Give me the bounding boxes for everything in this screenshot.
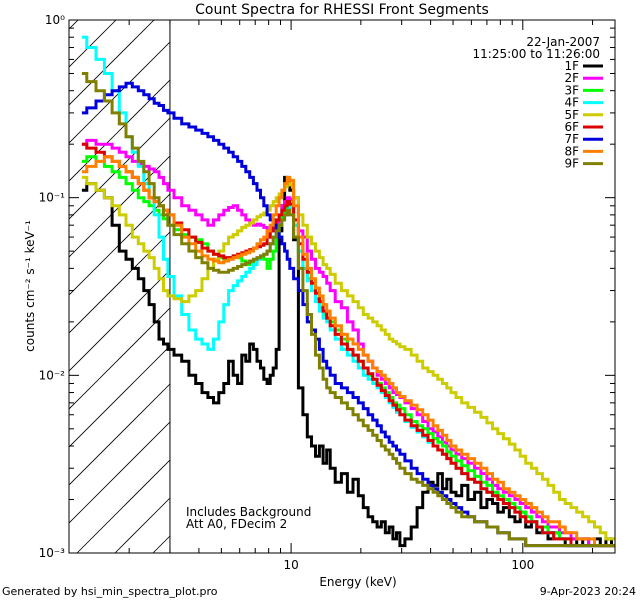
date-label: 22-Jan-2007 xyxy=(526,35,600,49)
legend-label-3F: 3F xyxy=(564,83,579,97)
series-1F-line xyxy=(81,175,615,548)
hatch-line xyxy=(69,20,155,106)
legend-label-6F: 6F xyxy=(564,120,579,134)
hatch-line xyxy=(69,20,117,68)
y-tick-label: 10⁻³ xyxy=(39,546,66,560)
annotation-background: Includes Background xyxy=(186,505,311,519)
hatch-mask xyxy=(169,20,615,553)
legend-label-2F: 2F xyxy=(564,71,579,85)
annotation-attenuator: Att A0, FDecim 2 xyxy=(186,517,287,531)
hatch-line xyxy=(69,20,193,144)
x-tick-label: 100 xyxy=(511,558,534,572)
series-9F-line xyxy=(81,72,615,548)
y-tick-label: 10⁻² xyxy=(39,368,66,382)
timestamp-footer: 9-Apr-2023 20:24 xyxy=(540,585,636,598)
hatch-line xyxy=(69,20,79,30)
plot-frame xyxy=(68,19,616,554)
legend-label-1F: 1F xyxy=(564,59,579,73)
generated-by-footer: Generated by hsi_min_spectra_plot.pro xyxy=(2,585,218,598)
axis-ticks: 10⁰ 10⁻¹ 10⁻² 10⁻³ 10 100 xyxy=(39,13,615,572)
x-axis-label: Energy (keV) xyxy=(319,575,396,589)
y-tick-label: 10⁰ xyxy=(45,13,65,27)
x-tick-label: 10 xyxy=(283,558,298,572)
legend-label-9F: 9F xyxy=(564,157,579,171)
attenuator-hatch-region xyxy=(69,20,615,553)
legend-label-4F: 4F xyxy=(564,96,579,110)
legend-label-8F: 8F xyxy=(564,144,579,158)
legend-label-7F: 7F xyxy=(564,132,579,146)
y-axis-label: counts cm⁻² s⁻¹ keV⁻¹ xyxy=(23,220,37,352)
series-6F-line xyxy=(81,142,615,548)
chart-title: Count Spectra for RHESSI Front Segments xyxy=(195,2,489,18)
time-range-label: 11:25:00 to 11:26:00 xyxy=(473,47,600,61)
series-5F-line xyxy=(81,175,615,541)
y-tick-label: 10⁻¹ xyxy=(39,191,66,205)
series-group xyxy=(81,35,615,548)
series-2F-line xyxy=(81,138,615,548)
legend-label-5F: 5F xyxy=(564,108,579,122)
